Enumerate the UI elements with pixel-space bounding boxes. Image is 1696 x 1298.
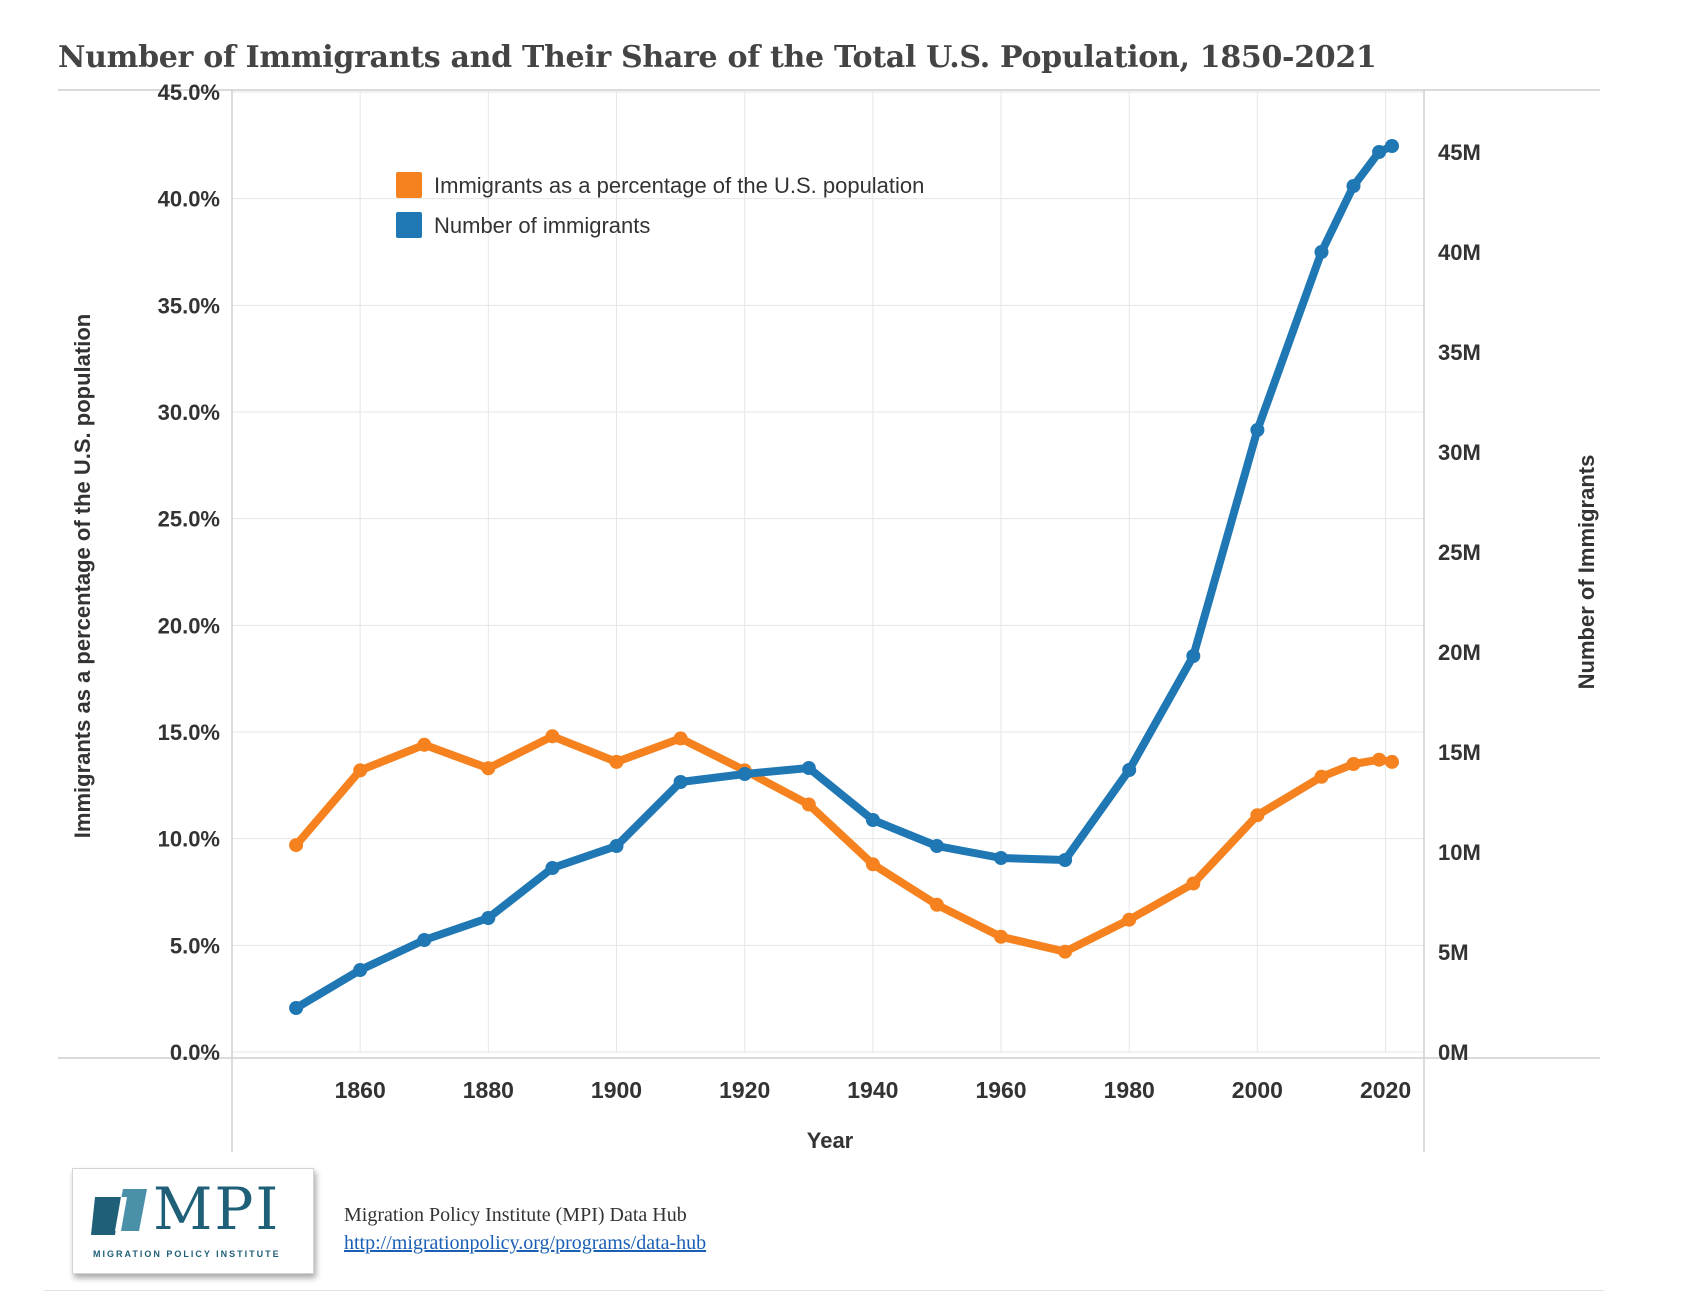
data-point-percentage[interactable] <box>289 838 304 853</box>
data-point-number[interactable] <box>1314 245 1329 259</box>
data-point-percentage[interactable] <box>994 929 1008 944</box>
left-tick-label: 5.0% <box>170 933 220 958</box>
right-tick-label: 45M <box>1438 140 1481 165</box>
chart-title: Number of Immigrants and Their Share of … <box>58 40 1377 75</box>
grid-layer <box>232 91 1424 1053</box>
right-axis-title: Number of Immigrants <box>1574 455 1599 690</box>
data-point-number[interactable] <box>801 761 816 775</box>
left-tick-label: 35.0% <box>158 293 220 318</box>
data-point-number[interactable] <box>929 839 944 853</box>
legend-swatch-number <box>396 212 422 238</box>
left-axis-ticks: 0.0% 5.0% 10.0% 15.0% 20.0% 25.0% 30.0% 35.0% 40… <box>158 80 220 1065</box>
series-layer <box>289 139 1399 1015</box>
data-point-percentage[interactable] <box>865 857 880 872</box>
data-point-percentage[interactable] <box>353 763 368 778</box>
data-point-number[interactable] <box>673 775 688 789</box>
left-axis-title: Immigrants as a percentage of the U.S. p… <box>70 314 95 838</box>
data-point-number[interactable] <box>1058 853 1073 867</box>
x-axis-ticks: 1860 1880 1900 1920 1940 1960 1980 2000 2020 <box>335 1077 1412 1103</box>
footer: MPI MIGRATION POLICY INSTITUTE Migration… <box>72 1168 972 1278</box>
right-tick-label: 15M <box>1438 740 1481 765</box>
data-point-number[interactable] <box>1122 763 1137 777</box>
data-point-percentage[interactable] <box>1314 769 1329 784</box>
series-line-number <box>292 142 1396 1012</box>
left-tick-label: 25.0% <box>158 507 220 532</box>
data-point-number[interactable] <box>609 839 624 853</box>
x-tick-label: 1940 <box>847 1077 898 1103</box>
x-tick-label: 2020 <box>1360 1077 1411 1103</box>
data-point-percentage[interactable] <box>609 754 624 769</box>
x-tick-label: 1900 <box>591 1077 642 1103</box>
data-point-percentage[interactable] <box>673 731 688 746</box>
legend-label-percentage: Immigrants as a percentage of the U.S. p… <box>434 173 924 198</box>
source-name: Migration Policy Institute (MPI) Data Hu… <box>344 1204 687 1226</box>
series-line-percentage <box>292 732 1396 956</box>
data-point-number[interactable] <box>1186 649 1201 663</box>
data-point-number[interactable] <box>865 813 880 827</box>
data-point-percentage[interactable] <box>545 729 560 744</box>
data-point-number[interactable] <box>545 861 560 875</box>
bottom-divider <box>44 1290 1604 1291</box>
data-point-number[interactable] <box>1372 145 1387 159</box>
source-link[interactable]: http://migrationpolicy.org/programs/data… <box>344 1232 707 1254</box>
right-tick-label: 40M <box>1438 240 1481 265</box>
left-tick-label: 30.0% <box>158 400 220 425</box>
legend-label-number: Number of immigrants <box>434 213 650 238</box>
legend-swatch-percentage <box>396 172 422 198</box>
data-point-percentage[interactable] <box>1122 912 1137 927</box>
right-tick-label: 5M <box>1438 940 1469 965</box>
x-axis-title: Year <box>807 1128 854 1153</box>
chart-area: 0.0% 5.0% 10.0% 15.0% 20.0% 25.0% 30.0% 35.0% 40… <box>58 80 1600 1153</box>
left-tick-label: 0.0% <box>170 1040 220 1065</box>
x-tick-label: 1860 <box>335 1077 386 1103</box>
logo-mark-icon <box>91 1189 147 1235</box>
data-point-percentage[interactable] <box>1372 752 1387 767</box>
x-tick-label: 1920 <box>719 1077 770 1103</box>
logo-wordmark: MPI <box>153 1175 281 1243</box>
right-tick-label: 35M <box>1438 340 1481 365</box>
data-point-number[interactable] <box>1385 139 1399 153</box>
data-point-percentage[interactable] <box>801 797 816 812</box>
left-tick-label: 15.0% <box>158 720 220 745</box>
right-tick-label: 10M <box>1438 840 1481 865</box>
data-point-number[interactable] <box>289 1001 304 1015</box>
left-tick-label: 20.0% <box>158 613 220 638</box>
data-point-number[interactable] <box>1346 179 1361 193</box>
data-point-number[interactable] <box>481 911 496 925</box>
left-tick-label: 45.0% <box>158 80 220 105</box>
data-point-percentage[interactable] <box>481 761 496 776</box>
mpi-logo: MPI MIGRATION POLICY INSTITUTE <box>72 1168 314 1274</box>
right-tick-label: 25M <box>1438 540 1481 565</box>
right-tick-label: 30M <box>1438 440 1481 465</box>
right-axis-ticks: 0M 5M 10M 15M 20M 25M 30M 35M 40M 45M <box>1438 140 1481 1065</box>
data-point-percentage[interactable] <box>1346 757 1361 771</box>
data-point-percentage[interactable] <box>1186 876 1201 891</box>
data-point-percentage[interactable] <box>1250 808 1265 823</box>
legend: Immigrants as a percentage of the U.S. p… <box>396 172 924 238</box>
data-point-percentage[interactable] <box>417 737 432 752</box>
x-tick-label: 1980 <box>1104 1077 1155 1103</box>
right-tick-label: 0M <box>1438 1040 1469 1065</box>
left-tick-label: 10.0% <box>158 827 220 852</box>
data-point-number[interactable] <box>737 767 752 781</box>
data-point-number[interactable] <box>1250 423 1265 437</box>
right-tick-label: 20M <box>1438 640 1481 665</box>
data-point-number[interactable] <box>994 851 1008 865</box>
data-point-number[interactable] <box>417 933 432 947</box>
x-tick-label: 2000 <box>1232 1077 1283 1103</box>
data-point-percentage[interactable] <box>929 897 944 912</box>
x-tick-label: 1960 <box>975 1077 1026 1103</box>
chart-frame <box>58 89 1600 1152</box>
data-point-percentage[interactable] <box>1385 754 1399 769</box>
data-point-percentage[interactable] <box>1058 944 1073 959</box>
x-tick-label: 1880 <box>463 1077 514 1103</box>
data-point-number[interactable] <box>353 963 368 977</box>
left-tick-label: 40.0% <box>158 187 220 212</box>
logo-subtext: MIGRATION POLICY INSTITUTE <box>93 1249 281 1259</box>
